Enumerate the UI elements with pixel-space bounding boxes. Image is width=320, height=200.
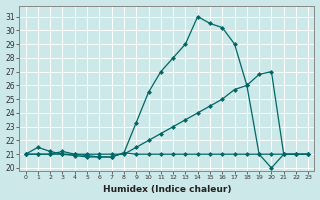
X-axis label: Humidex (Indice chaleur): Humidex (Indice chaleur) [103, 185, 231, 194]
